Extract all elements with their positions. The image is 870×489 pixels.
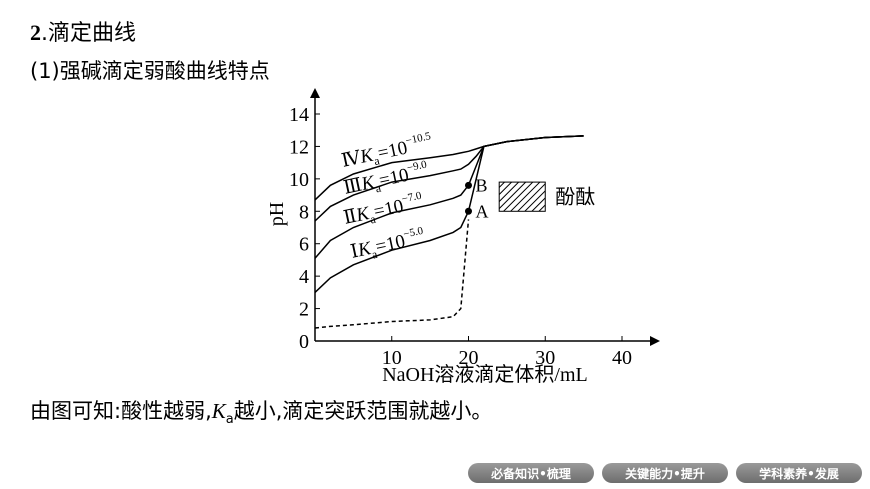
y-tick-label: 0 [299, 331, 309, 353]
y-tick-label: 12 [289, 136, 309, 158]
y-tick-label: 10 [289, 169, 309, 191]
conclusion: 由图可知:酸性越弱,Ka越小,滴定突跃范围就越小。 [30, 399, 492, 427]
y-tick-label: 8 [299, 201, 309, 223]
nav-bar: 必备知识•梳理 关键能力•提升 学科素养•发展 [468, 463, 862, 483]
curve-subscript: a [374, 180, 383, 195]
curve-subscript: a [371, 247, 380, 262]
curve-exponent: −9.0 [406, 158, 429, 174]
x-tick-label: 20 [459, 347, 479, 369]
curve-symbol: K [359, 172, 378, 196]
curve-symbol: K [353, 203, 372, 227]
heading-text: .滴定曲线 [41, 21, 136, 46]
point-label: B [476, 175, 488, 195]
point-label: A [476, 201, 489, 221]
conclusion-part: 越小,滴定突跃范围就越小。 [234, 399, 493, 423]
y-axis-arrow [310, 88, 320, 98]
y-tick-label: 4 [299, 266, 309, 288]
curve-base: =10 [377, 165, 410, 192]
point [465, 207, 472, 215]
x-tick-label: 10 [382, 347, 402, 369]
curve-exponent: −7.0 [401, 190, 424, 206]
conclusion-symbol: K [211, 399, 227, 423]
conclusion-subscript: a [226, 412, 234, 427]
curve-numeral: Ⅱ [342, 206, 359, 229]
x-tick-label: 30 [535, 347, 555, 369]
curve-exponent: −10.5 [405, 130, 433, 147]
curve-symbol: K [357, 144, 376, 168]
x-tick-label: 40 [612, 347, 632, 369]
curve-numeral: Ⅳ [340, 147, 364, 172]
x-axis-label: NaOH溶液滴定体积/mL [382, 363, 588, 386]
indicator-label: 酚酞 [555, 185, 595, 209]
heading-number: 2 [30, 20, 41, 45]
curve-subscript: a [373, 153, 382, 168]
x-axis-arrow [650, 336, 660, 346]
subheading: (1)强碱滴定弱酸曲线特点 [30, 59, 270, 83]
heading: 2.滴定曲线 [30, 20, 136, 46]
curve-base: =10 [376, 137, 409, 164]
curve-base: =10 [372, 196, 405, 223]
y-axis-label: pH [266, 202, 288, 226]
curve-base: =10 [374, 231, 407, 258]
nav-button[interactable] [468, 463, 594, 483]
nav-button-label[interactable]: 必备知识•梳理 [490, 466, 571, 481]
curve-numeral: Ⅲ [342, 175, 364, 199]
nav-button-label[interactable]: 关键能力•提升 [625, 466, 705, 481]
curve-label: ⅠKa=10−5.0 [348, 225, 427, 266]
curve-exponent: −5.0 [402, 225, 425, 241]
y-tick-label: 2 [299, 299, 309, 321]
indicator-range [498, 181, 546, 212]
point [465, 181, 472, 189]
y-tick-label: 14 [289, 104, 309, 126]
curve-label: ⅢKa=10−9.0 [341, 158, 431, 201]
y-tick-label: 6 [299, 234, 309, 256]
curve-subscript: a [369, 212, 378, 227]
nav-button-label[interactable]: 学科素养•发展 [759, 466, 839, 481]
titration-curve [314, 219, 470, 329]
conclusion-part: 由图可知:酸性越弱, [30, 399, 212, 423]
curve-symbol: K [355, 238, 374, 262]
curve-numeral: Ⅰ [349, 241, 361, 263]
nav-button[interactable] [602, 463, 728, 483]
titration-curve [314, 135, 584, 293]
nav-button[interactable] [736, 463, 862, 483]
